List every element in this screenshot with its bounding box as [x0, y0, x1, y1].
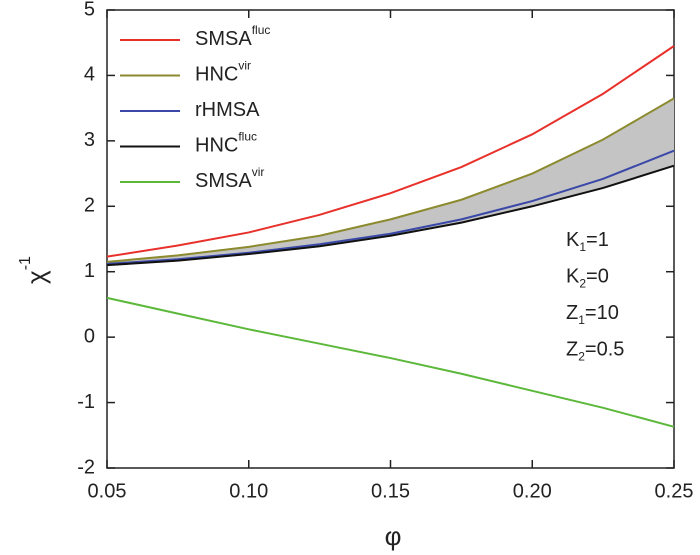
x-tick-label: 0.05: [88, 480, 127, 502]
series-line: [106, 45, 675, 258]
annotation-base: Z: [566, 339, 578, 361]
series-line: [106, 97, 675, 263]
legend-sup: vir: [238, 59, 251, 73]
y-tick-label: 3: [84, 129, 95, 151]
legend-name: SMSA: [195, 28, 252, 50]
y-tick-label: -1: [77, 391, 95, 413]
series-line: [106, 149, 675, 265]
x-tick-label: 0.20: [513, 480, 552, 502]
x-axis-label: φ: [385, 521, 402, 551]
annotation-rest: =10: [585, 302, 619, 324]
x-tick-label: 0.10: [229, 480, 268, 502]
legend-name: SMSA: [195, 170, 252, 192]
annotation-sub: 2: [578, 350, 585, 364]
x-tick-label: 0.15: [371, 480, 410, 502]
legend-name: HNC: [195, 135, 238, 157]
annotation-base: K: [566, 266, 580, 288]
legend-sup: fluc: [252, 23, 271, 37]
annotation-sub: 1: [579, 240, 586, 254]
annotation-rest: =0: [586, 266, 609, 288]
annotation: K2=0: [566, 266, 609, 291]
annotation-sub: 1: [578, 313, 585, 327]
annotation-base: Z: [566, 302, 578, 324]
x-tick-label: 0.25: [655, 480, 694, 502]
y-tick-label: 2: [84, 195, 95, 217]
annotation-rest: =0.5: [585, 339, 624, 361]
legend-label: HNCfluc: [195, 130, 257, 157]
y-tick-label: 0: [84, 325, 95, 347]
annotation-sub: 2: [579, 277, 586, 291]
annotation: K1=1: [566, 229, 609, 254]
y-label-sup: -1: [17, 256, 34, 270]
y-label-base: χ: [21, 270, 51, 284]
y-tick-label: -2: [77, 456, 95, 478]
y-tick-label: 4: [84, 64, 95, 86]
legend-name: HNC: [195, 64, 238, 86]
legend-label: SMSAfluc: [195, 23, 270, 50]
annotation-rest: =1: [586, 229, 609, 251]
y-tick-label: 5: [84, 0, 95, 20]
y-tick-label: 1: [84, 260, 95, 282]
series-line: [106, 164, 675, 267]
legend-name: rHMSA: [195, 99, 260, 121]
annotation-base: K: [566, 229, 580, 251]
y-axis-label: χ-1: [17, 256, 51, 284]
legend-label: rHMSA: [195, 99, 260, 121]
legend-label: SMSAvir: [195, 165, 264, 192]
legend-label: HNCvir: [195, 59, 251, 86]
annotation: Z1=10: [566, 302, 619, 327]
annotation: Z2=0.5: [566, 339, 624, 364]
legend-sup: fluc: [238, 130, 257, 144]
shaded-band: [107, 98, 674, 266]
legend-sup: vir: [252, 165, 265, 179]
series-line: [106, 296, 675, 428]
